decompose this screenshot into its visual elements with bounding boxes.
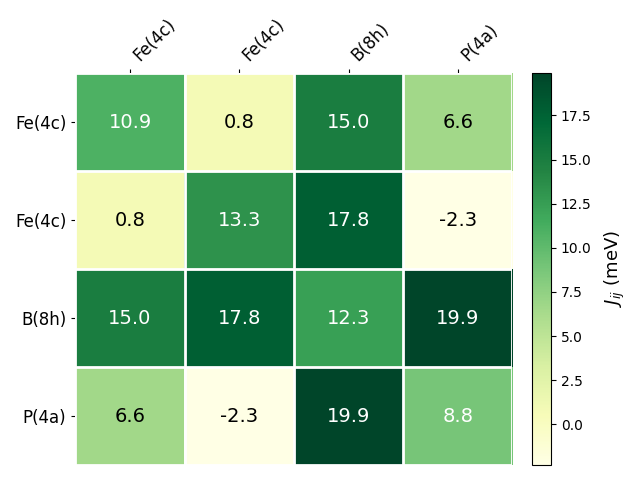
Text: 17.8: 17.8: [327, 211, 370, 229]
Y-axis label: $J_{ij}$ (meV): $J_{ij}$ (meV): [603, 230, 627, 308]
Text: 8.8: 8.8: [442, 407, 474, 425]
Text: -2.3: -2.3: [439, 211, 477, 229]
Text: 15.0: 15.0: [327, 113, 370, 132]
Text: 17.8: 17.8: [218, 309, 261, 327]
Text: 19.9: 19.9: [436, 309, 479, 327]
Text: 6.6: 6.6: [442, 113, 474, 132]
Text: -2.3: -2.3: [220, 407, 259, 425]
Text: 0.8: 0.8: [224, 113, 255, 132]
Text: 12.3: 12.3: [327, 309, 370, 327]
Text: 0.8: 0.8: [115, 211, 145, 229]
Text: 13.3: 13.3: [218, 211, 261, 229]
Text: 15.0: 15.0: [108, 309, 152, 327]
Text: 10.9: 10.9: [108, 113, 152, 132]
Text: 6.6: 6.6: [115, 407, 145, 425]
Text: 19.9: 19.9: [327, 407, 370, 425]
